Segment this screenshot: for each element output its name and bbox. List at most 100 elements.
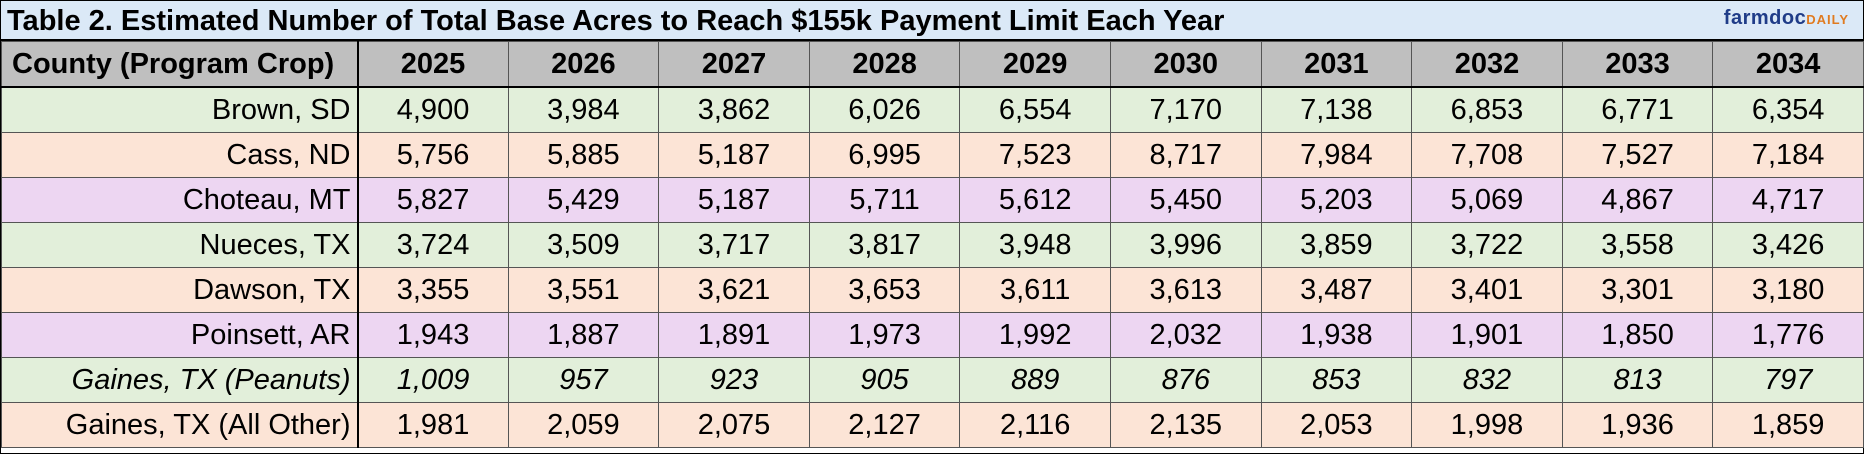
data-table: County (Program Crop) 2025 2026 2027 2028 202… — [1, 41, 1864, 448]
value-cell: 7,138 — [1260, 86, 1413, 133]
value-cell: 2,127 — [808, 402, 961, 448]
value-cell: 1,887 — [507, 312, 660, 358]
value-cell: 3,301 — [1561, 267, 1714, 313]
value-cell: 5,429 — [507, 177, 660, 223]
county-cell: Gaines, TX (All Other) — [1, 402, 359, 448]
title-bar: Table 2. Estimated Number of Total Base … — [1, 1, 1863, 41]
value-cell: 2,032 — [1109, 312, 1262, 358]
value-cell: 3,401 — [1411, 267, 1563, 313]
county-cell: Cass, ND — [1, 132, 359, 178]
value-cell: 3,611 — [959, 267, 1111, 313]
value-cell: 6,771 — [1561, 86, 1714, 133]
value-cell: 3,722 — [1411, 222, 1563, 268]
value-cell: 2,075 — [658, 402, 810, 448]
value-cell: 6,554 — [959, 86, 1111, 133]
value-cell: 1,943 — [357, 312, 509, 358]
value-cell: 1,859 — [1712, 402, 1864, 448]
value-cell: 1,936 — [1561, 402, 1714, 448]
column-header-year: 2034 — [1712, 41, 1864, 88]
value-cell: 1,009 — [357, 357, 509, 403]
logo-main: farmdoc — [1723, 7, 1807, 29]
value-cell: 2,116 — [959, 402, 1111, 448]
value-cell: 6,354 — [1712, 86, 1864, 133]
value-cell: 1,973 — [808, 312, 961, 358]
value-cell: 1,998 — [1411, 402, 1563, 448]
logo-sub: DAILY — [1806, 12, 1849, 27]
value-cell: 3,621 — [658, 267, 810, 313]
column-header-year: 2031 — [1260, 41, 1413, 88]
value-cell: 5,756 — [357, 132, 509, 178]
value-cell: 3,613 — [1109, 267, 1262, 313]
table-row: Gaines, TX (Peanuts) 1,009 957 923 905 889 876… — [1, 357, 1864, 403]
column-header-year: 2032 — [1411, 41, 1563, 88]
value-cell: 2,059 — [507, 402, 660, 448]
value-cell: 5,885 — [507, 132, 660, 178]
table-row: Brown, SD 4,900 3,984 3,862 6,026 6,554 7,170 7… — [1, 86, 1864, 133]
value-cell: 7,527 — [1561, 132, 1714, 178]
county-cell: Dawson, TX — [1, 267, 359, 313]
value-cell: 5,827 — [357, 177, 509, 223]
value-cell: 6,026 — [808, 86, 961, 133]
value-cell: 3,717 — [658, 222, 810, 268]
value-cell: 3,653 — [808, 267, 961, 313]
value-cell: 7,184 — [1712, 132, 1864, 178]
value-cell: 813 — [1561, 357, 1714, 403]
value-cell: 876 — [1109, 357, 1262, 403]
value-cell: 5,187 — [658, 177, 810, 223]
value-cell: 7,170 — [1109, 86, 1262, 133]
value-cell: 889 — [959, 357, 1111, 403]
value-cell: 1,938 — [1260, 312, 1413, 358]
value-cell: 1,891 — [658, 312, 810, 358]
value-cell: 3,509 — [507, 222, 660, 268]
column-header-year: 2030 — [1109, 41, 1262, 88]
value-cell: 3,558 — [1561, 222, 1714, 268]
table-row: Cass, ND 5,756 5,885 5,187 6,995 7,523 8,717 7,… — [1, 132, 1864, 178]
value-cell: 4,900 — [357, 86, 509, 133]
value-cell: 2,053 — [1260, 402, 1413, 448]
column-header-year: 2027 — [658, 41, 810, 88]
value-cell: 3,426 — [1712, 222, 1864, 268]
column-header-year: 2028 — [808, 41, 961, 88]
value-cell: 5,069 — [1411, 177, 1563, 223]
value-cell: 3,817 — [808, 222, 961, 268]
value-cell: 2,135 — [1109, 402, 1262, 448]
value-cell: 1,776 — [1712, 312, 1864, 358]
column-header-year: 2033 — [1561, 41, 1714, 88]
county-cell: Nueces, TX — [1, 222, 359, 268]
farmdoc-logo: farmdocDAILY — [1724, 7, 1849, 30]
value-cell: 6,995 — [808, 132, 961, 178]
value-cell: 1,981 — [357, 402, 509, 448]
value-cell: 853 — [1260, 357, 1413, 403]
value-cell: 7,984 — [1260, 132, 1413, 178]
table-title: Table 2. Estimated Number of Total Base … — [7, 5, 1225, 37]
value-cell: 905 — [808, 357, 961, 403]
value-cell: 797 — [1712, 357, 1864, 403]
value-cell: 6,853 — [1411, 86, 1563, 133]
value-cell: 1,850 — [1561, 312, 1714, 358]
county-cell: Brown, SD — [1, 86, 359, 133]
value-cell: 7,523 — [959, 132, 1111, 178]
column-header-year: 2025 — [357, 41, 509, 88]
value-cell: 3,984 — [507, 86, 660, 133]
table-row: Nueces, TX 3,724 3,509 3,717 3,817 3,948 3,996… — [1, 222, 1864, 268]
column-header-county: County (Program Crop) — [1, 41, 359, 88]
county-cell: Choteau, MT — [1, 177, 359, 223]
value-cell: 4,717 — [1712, 177, 1864, 223]
county-cell: Poinsett, AR — [1, 312, 359, 358]
value-cell: 8,717 — [1109, 132, 1262, 178]
value-cell: 5,203 — [1260, 177, 1413, 223]
value-cell: 7,708 — [1411, 132, 1563, 178]
table-row: Dawson, TX 3,355 3,551 3,621 3,653 3,611 3,613… — [1, 267, 1864, 313]
value-cell: 5,711 — [808, 177, 961, 223]
table-row: Poinsett, AR 1,943 1,887 1,891 1,973 1,992 2,0… — [1, 312, 1864, 358]
column-header-year: 2026 — [507, 41, 660, 88]
value-cell: 832 — [1411, 357, 1563, 403]
value-cell: 3,180 — [1712, 267, 1864, 313]
value-cell: 3,996 — [1109, 222, 1262, 268]
value-cell: 1,901 — [1411, 312, 1563, 358]
value-cell: 5,187 — [658, 132, 810, 178]
value-cell: 1,992 — [959, 312, 1111, 358]
table-body: Brown, SD 4,900 3,984 3,862 6,026 6,554 7,170 7… — [1, 86, 1864, 448]
value-cell: 3,859 — [1260, 222, 1413, 268]
